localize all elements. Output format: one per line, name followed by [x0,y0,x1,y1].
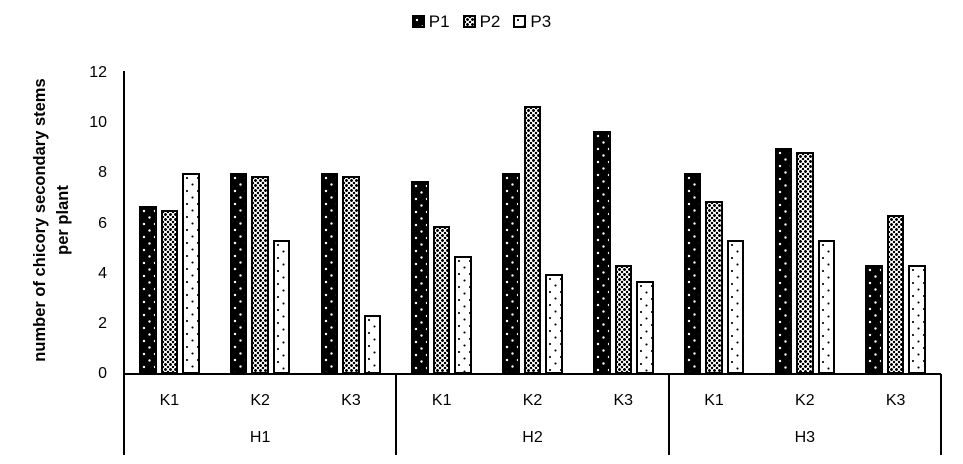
legend-label-p1: P1 [428,12,450,31]
x-axis-line [123,373,941,375]
x-label-H1-K1: K1 [159,392,180,409]
bar-H1-K1-P1 [139,205,157,374]
bar-H2-K1-P2 [432,226,451,374]
legend-item-p3: P3 [513,13,551,30]
bar-H1-K2-P1 [229,173,248,374]
bar-H2-K2-P2 [523,105,542,374]
bar-H3-K3-P3 [908,264,926,374]
bar-H1-K3-P3 [363,315,382,374]
bar-H2-K2-P1 [502,173,520,374]
bar-H3-K2-P3 [817,239,836,374]
legend: P1 P2 P3 [0,13,963,30]
group-label-H1: H1 [249,429,271,446]
bar-H2-K3-P2 [614,264,633,374]
x-label-H1-K3: K3 [341,392,361,409]
x-label-H2-K1: K1 [431,392,452,409]
bar-H3-K1-P3 [726,239,745,374]
bar-H3-K3-P2 [886,214,905,374]
bar-H3-K3-P1 [865,264,883,374]
x-label-H3-K1: K1 [704,392,724,409]
y-axis-line [123,71,125,455]
legend-item-p2: P2 [462,12,501,31]
y-tick-label: 8 [98,164,107,182]
y-tick-label: 12 [89,64,107,81]
bar-H3-K2-P2 [796,152,814,374]
legend-label-p2: P2 [479,12,501,31]
y-tick-label: 0 [98,365,107,382]
x-label-H3-K3: K3 [885,392,906,409]
y-tick-label: 6 [98,214,107,232]
legend-label-p3: P3 [530,12,552,31]
legend-marker-p3-icon [513,15,527,28]
bar-H1-K1-P3 [182,173,200,374]
bar-H3-K1-P1 [683,173,702,374]
y-tick-label: 10 [89,114,107,132]
legend-marker-p1-icon [411,15,425,28]
bar-H1-K1-P2 [160,209,179,374]
bar-H3-K1-P2 [705,200,723,374]
x-label-H1-K2: K2 [250,392,270,409]
legend-marker-p2-icon [462,15,476,28]
bar-H2-K1-P1 [411,180,429,374]
x-label-H2-K2: K2 [522,392,543,409]
bar-H1-K3-P2 [342,175,360,374]
group-label-H3: H3 [794,429,816,446]
group-separator [940,374,942,455]
x-label-H2-K3: K3 [613,392,634,409]
group-separator [667,374,670,455]
bar-H2-K3-P3 [636,281,654,374]
bar-H1-K3-P1 [320,173,339,374]
bar-H1-K2-P2 [251,175,269,374]
group-label-H2: H2 [522,429,543,446]
x-label-H3-K2: K2 [795,392,815,409]
bar-H1-K2-P3 [272,239,291,374]
y-tick-label: 4 [98,264,107,282]
bar-H2-K3-P1 [593,130,611,374]
bar-H2-K1-P3 [454,256,472,374]
y-tick-label: 2 [98,314,107,332]
group-separator [395,374,398,455]
bar-H3-K2-P1 [774,148,793,374]
bar-H2-K2-P3 [545,273,563,374]
legend-item-p1: P1 [411,12,450,31]
